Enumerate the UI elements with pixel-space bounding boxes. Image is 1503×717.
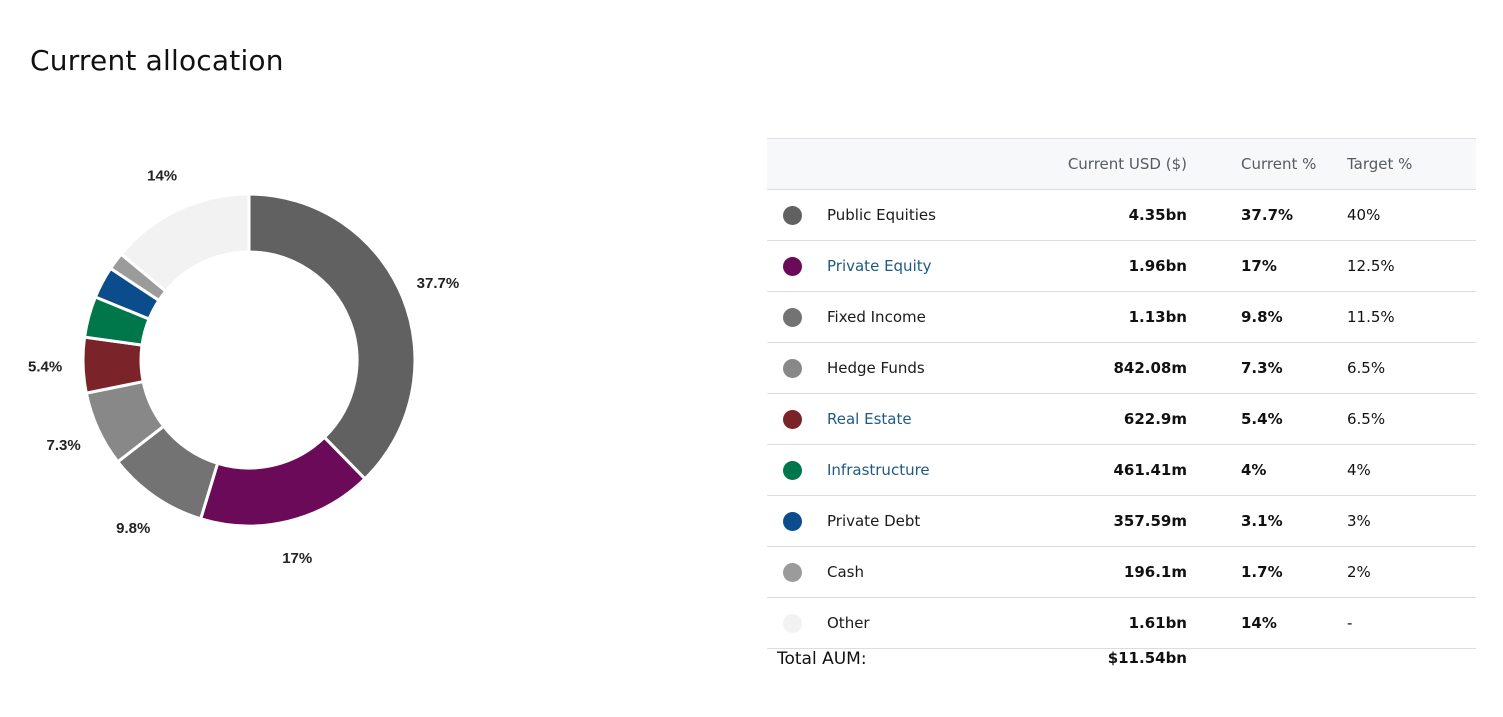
legend-dot <box>782 562 802 582</box>
target-pct-value: 11.5% <box>1347 291 1476 343</box>
asset-class-name: Private Debt <box>827 512 921 530</box>
current-pct-value: 9.8% <box>1187 291 1347 343</box>
slice-data-label: 17% <box>282 550 312 567</box>
legend-dot <box>782 613 802 633</box>
header-color <box>767 138 815 190</box>
asset-class-cell: Fixed Income <box>815 291 1037 343</box>
page-title: Current allocation <box>30 44 284 77</box>
asset-class-cell: Cash <box>815 546 1037 598</box>
current-usd-value: 1.13bn <box>1037 291 1187 343</box>
total-empty-cell <box>1187 649 1347 674</box>
asset-class-name: Other <box>827 614 870 632</box>
total-aum-label: Total AUM: <box>777 649 867 669</box>
legend-dot <box>782 460 802 480</box>
legend-dot-cell <box>767 495 815 547</box>
slice-data-label: 14% <box>147 167 177 184</box>
current-usd-value: 1.61bn <box>1037 597 1187 649</box>
slice-data-label: 9.8% <box>116 520 150 537</box>
current-pct-value: 37.7% <box>1187 189 1347 241</box>
current-usd-value: 622.9m <box>1037 393 1187 445</box>
allocation-table: Current USD ($) Current % Target % Publi… <box>767 138 1476 673</box>
asset-class-cell: Infrastructure <box>815 444 1037 496</box>
header-target-pct[interactable]: Target % <box>1347 138 1476 190</box>
legend-dot <box>782 256 802 276</box>
target-pct-value: 2% <box>1347 546 1476 598</box>
table-row: Private Debt 357.59m 3.1% 3% <box>767 495 1476 547</box>
legend-dot-cell <box>767 597 815 649</box>
total-aum-value: $11.54bn <box>1107 649 1187 667</box>
legend-dot-cell <box>767 546 815 598</box>
table-row: Fixed Income 1.13bn 9.8% 11.5% <box>767 291 1476 343</box>
target-pct-value: 12.5% <box>1347 240 1476 292</box>
asset-class-name: Public Equities <box>827 206 936 224</box>
asset-class-link[interactable]: Infrastructure <box>827 461 930 479</box>
legend-dot <box>782 358 802 378</box>
current-usd-value: 461.41m <box>1037 444 1187 496</box>
table-row: Hedge Funds 842.08m 7.3% 6.5% <box>767 342 1476 394</box>
asset-class-name: Hedge Funds <box>827 359 925 377</box>
table-row: Real Estate 622.9m 5.4% 6.5% <box>767 393 1476 445</box>
target-pct-value: - <box>1347 597 1476 649</box>
legend-dot-cell <box>767 291 815 343</box>
legend-dot <box>782 307 802 327</box>
legend-dot-cell <box>767 342 815 394</box>
current-pct-value: 1.7% <box>1187 546 1347 598</box>
current-pct-value: 3.1% <box>1187 495 1347 547</box>
allocation-donut-chart: 37.7% 17% 9.8% 7.3% 5.4% 14% <box>28 167 460 567</box>
donut-slice-other[interactable] <box>118 192 251 294</box>
current-pct-value: 4% <box>1187 444 1347 496</box>
slice-data-label: 5.4% <box>28 358 62 375</box>
asset-class-name: Cash <box>827 563 864 581</box>
asset-class-link[interactable]: Private Equity <box>827 257 932 275</box>
legend-dot <box>782 205 802 225</box>
current-usd-value: 1.96bn <box>1037 240 1187 292</box>
header-current-pct[interactable]: Current % <box>1187 138 1347 190</box>
current-usd-value: 196.1m <box>1037 546 1187 598</box>
asset-class-cell: Public Equities <box>815 189 1037 241</box>
asset-class-cell: Private Equity <box>815 240 1037 292</box>
target-pct-value: 3% <box>1347 495 1476 547</box>
table-row: Cash 196.1m 1.7% 2% <box>767 546 1476 598</box>
target-pct-value: 6.5% <box>1347 393 1476 445</box>
table-row: Private Equity 1.96bn 17% 12.5% <box>767 240 1476 292</box>
asset-class-name: Fixed Income <box>827 308 926 326</box>
current-usd-value: 842.08m <box>1037 342 1187 394</box>
asset-class-link[interactable]: Real Estate <box>827 410 912 428</box>
legend-dot-cell <box>767 189 815 241</box>
slice-data-label: 37.7% <box>417 275 460 292</box>
header-current-usd[interactable]: Current USD ($) <box>1037 138 1187 190</box>
legend-dot <box>782 511 802 531</box>
target-pct-value: 6.5% <box>1347 342 1476 394</box>
donut-slice-public-equities[interactable] <box>247 192 417 481</box>
asset-class-cell: Hedge Funds <box>815 342 1037 394</box>
header-asset-class <box>815 138 1037 190</box>
legend-dot-cell <box>767 444 815 496</box>
table-header-row: Current USD ($) Current % Target % <box>767 138 1476 190</box>
table-row: Other 1.61bn 14% - <box>767 597 1476 649</box>
current-pct-value: 17% <box>1187 240 1347 292</box>
legend-dot-cell <box>767 240 815 292</box>
total-empty-cell <box>1347 649 1476 674</box>
table-row: Infrastructure 461.41m 4% 4% <box>767 444 1476 496</box>
target-pct-value: 40% <box>1347 189 1476 241</box>
legend-dot <box>782 409 802 429</box>
current-usd-value: 4.35bn <box>1037 189 1187 241</box>
current-usd-value: 357.59m <box>1037 495 1187 547</box>
allocation-table-body: Public Equities 4.35bn 37.7% 40% Private Equ… <box>767 189 1476 674</box>
current-pct-value: 7.3% <box>1187 342 1347 394</box>
asset-class-cell: Private Debt <box>815 495 1037 547</box>
total-row: Total AUM: $11.54bn <box>767 649 1476 674</box>
target-pct-value: 4% <box>1347 444 1476 496</box>
legend-dot-cell <box>767 393 815 445</box>
asset-class-cell: Real Estate <box>815 393 1037 445</box>
table-row: Public Equities 4.35bn 37.7% 40% <box>767 189 1476 241</box>
current-pct-value: 5.4% <box>1187 393 1347 445</box>
asset-class-cell: Other <box>815 597 1037 649</box>
current-pct-value: 14% <box>1187 597 1347 649</box>
slice-data-label: 7.3% <box>47 437 81 454</box>
